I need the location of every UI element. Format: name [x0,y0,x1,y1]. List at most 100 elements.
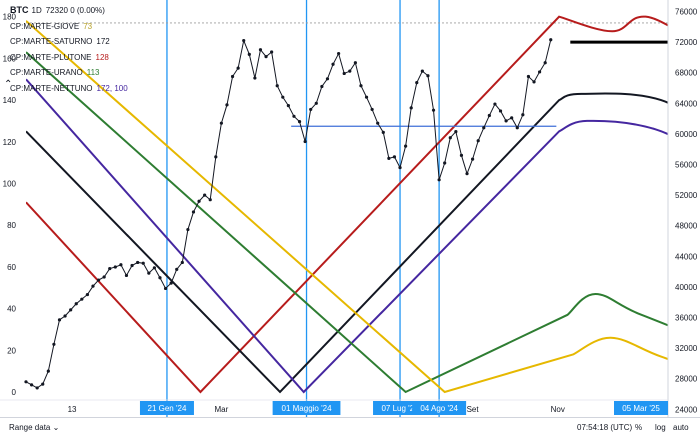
marker-label-box [139,401,194,415]
price-point [342,71,346,76]
price-point [124,273,129,278]
legend-item[interactable]: CP:MARTE-URANO 113 [10,65,128,81]
right-tick-label: 72000 [675,38,698,47]
x-tick-label: Set [467,405,480,414]
price-point [96,278,101,282]
left-tick-label: 120 [3,138,17,147]
right-tick-label: 32000 [675,344,698,353]
price-point [532,80,536,84]
left-tick-label: 160 [3,54,17,63]
price-point [147,271,151,275]
right-tick-label: 48000 [675,222,698,231]
price-point [415,81,419,85]
marker-label-box [412,401,467,415]
price-point [353,61,357,65]
price-point [331,62,335,66]
price-point [186,227,190,232]
legend-value: 113 [86,68,100,78]
cycle-curve [26,92,668,394]
legend-item[interactable]: CP:MARTE-PLUTONE 128 [10,50,128,66]
marker-labels: 21 Gen '24 01 Maggio '24 07 Lug '24 04 Ago … [139,401,668,415]
right-tick-label: 24000 [675,405,698,414]
price-point [74,302,78,306]
price-point [325,77,330,81]
price-point [443,161,447,165]
price-point [487,113,491,118]
price-point [197,199,201,203]
price-point [119,263,123,267]
bottom-toolbar: Range data ⌄ 07:54:18 (UTC) % log auto [0,417,700,438]
legend-label: CP:MARTE-URANO [10,68,83,78]
legend-label: CP:MARTE-NETTUNO [10,83,93,93]
timeframe[interactable]: 1D [31,6,42,15]
price-point [404,144,408,148]
price-point [113,265,117,269]
price-point [437,178,441,182]
price-point [420,69,424,73]
price-point [309,107,313,112]
right-tick-label: 76000 [675,7,698,16]
legend-item[interactable]: CP:MARTE-SATURNO 172 [10,34,128,50]
auto-toggle[interactable]: auto [673,423,689,432]
price-point [426,74,430,78]
price-point [130,263,134,268]
price-point [108,266,112,271]
right-axis: 24000 28000 32000 36000 40000 44000 48000 52000… [667,0,698,417]
price-point [454,130,458,134]
price-point [549,38,553,42]
percent-toggle[interactable]: % [635,423,643,432]
log-toggle[interactable]: log [655,423,666,432]
right-tick-label: 52000 [675,191,698,200]
price-point [41,382,45,386]
price-point [91,284,95,288]
price-point [398,165,402,170]
price-point [225,103,229,107]
price-point [29,383,34,387]
price-point [526,74,531,79]
legend-item[interactable]: CP:MARTE-NETTUNO 172, 100 [10,81,128,97]
price-point [46,369,50,373]
price-point [264,55,268,59]
price-point [281,95,285,99]
price-point [515,126,519,130]
price-point [364,95,369,99]
legend-label: CP:MARTE-SATURNO [10,37,93,47]
price-point [510,116,514,120]
price-point [376,121,380,125]
price-point [381,130,385,134]
price-point [163,286,168,291]
price-point [35,386,39,390]
price-point [175,267,179,271]
price-point [158,276,162,280]
legend: BTC 1D 72320 0 (0.00%) CP:MARTE-GIOVE 73 CP:… [10,3,128,97]
marker-label: 07 Lug '24 [381,404,419,413]
price-point [292,114,296,118]
price-point [348,69,352,73]
left-tick-label: 0 [12,388,17,397]
right-tick-label: 60000 [675,130,698,139]
price-point [270,50,274,54]
chevron-up-icon[interactable]: ⌃ [4,79,13,90]
legend-header: BTC 1D 72320 0 (0.00%) [10,3,128,19]
right-tick-label: 56000 [675,161,698,170]
price-point [448,136,452,140]
cycle-curves [26,15,668,394]
marker-label: 01 Maggio '24 [282,404,333,413]
price-point [208,198,212,202]
range-data-button[interactable]: Range data ⌄ [9,423,60,432]
legend-item[interactable]: CP:MARTE-GIOVE 73 [10,19,128,35]
price-point [297,120,302,124]
right-tick-label: 40000 [675,283,698,292]
price-point [303,139,307,144]
price-point [337,51,341,56]
symbol-name[interactable]: BTC [10,5,29,15]
price-point [253,76,257,80]
vertical-markers [166,0,440,417]
legend-value: 73 [83,21,93,31]
price-point [409,106,413,110]
left-tick-label: 80 [7,221,16,230]
cycle-curve [26,15,668,394]
price-point [431,108,436,112]
price-value: 72320 [45,6,68,15]
